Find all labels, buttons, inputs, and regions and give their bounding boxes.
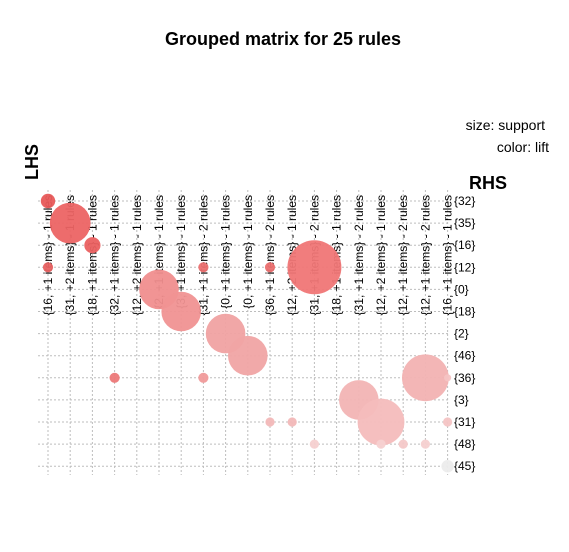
rule-point: [287, 240, 341, 294]
rule-point: [50, 203, 91, 244]
rule-point: [41, 194, 55, 208]
rhs-item-label: {35}: [454, 216, 475, 230]
lhs-group-label: {12, +2 items} - 1 rules: [374, 195, 388, 315]
rule-point: [43, 262, 53, 272]
rule-point: [198, 262, 208, 272]
rule-point: [265, 262, 275, 272]
rule-point: [110, 373, 120, 383]
lhs-labels: {16, +1 items} - 1 rules {31, +2 items} -…: [41, 195, 455, 315]
lhs-group-label: {0, +1 items} - 1 rules: [241, 195, 255, 309]
rule-point: [288, 417, 297, 426]
lhs-group-label: {31, +1 items} - 2 rules: [352, 195, 366, 315]
lhs-group-label: {12, +1 items} - 2 rules: [396, 195, 410, 315]
rhs-item-label: {48}: [454, 437, 475, 451]
rule-point: [84, 237, 100, 253]
rhs-labels: {32} {35} {16} {12} {0} {18} {2} {46} {36} {3} {31…: [454, 194, 475, 473]
rule-point: [228, 336, 268, 376]
lhs-group-label: {16, +1 items} - 1 rules: [441, 195, 455, 315]
chart-title: Grouped matrix for 25 rules: [165, 29, 401, 49]
rule-point: [376, 440, 385, 449]
rule-point: [399, 440, 408, 449]
rhs-item-label: {3}: [454, 393, 469, 407]
rule-point: [358, 399, 405, 446]
rhs-item-label: {0}: [454, 282, 469, 296]
lhs-axis-title: LHS: [22, 144, 42, 180]
rhs-item-label: {36}: [454, 371, 475, 385]
rule-point: [265, 417, 274, 426]
rule-point: [441, 460, 453, 472]
rule-point: [161, 292, 201, 332]
rhs-item-label: {2}: [454, 327, 469, 341]
lhs-group-label: {32, +1 items} - 1 rules: [108, 195, 122, 315]
legend-color-label: color: lift: [497, 139, 549, 155]
rhs-item-label: {18}: [454, 305, 475, 319]
rhs-item-label: {45}: [454, 459, 475, 473]
rhs-item-label: {16}: [454, 238, 475, 252]
rule-point: [198, 373, 208, 383]
rule-point: [444, 374, 451, 381]
rhs-item-label: {32}: [454, 194, 475, 208]
lhs-group-label: {36, +1 items} - 2 rules: [263, 195, 277, 315]
lhs-group-label: {12, +1 items} - 2 rules: [418, 195, 432, 315]
lhs-group-label: {0, +1 items} - 1 rules: [219, 195, 233, 309]
rule-point: [310, 440, 319, 449]
rule-point: [402, 354, 449, 401]
rhs-axis-title: RHS: [469, 173, 507, 193]
rhs-item-label: {46}: [454, 349, 475, 363]
rule-point: [421, 440, 430, 449]
legend-size-label: size: support: [466, 117, 545, 133]
lhs-group-label: {31, +1 items} - 2 rules: [196, 195, 210, 315]
rule-point: [443, 417, 452, 426]
rhs-item-label: {31}: [454, 415, 475, 429]
rhs-item-label: {12}: [454, 260, 475, 274]
